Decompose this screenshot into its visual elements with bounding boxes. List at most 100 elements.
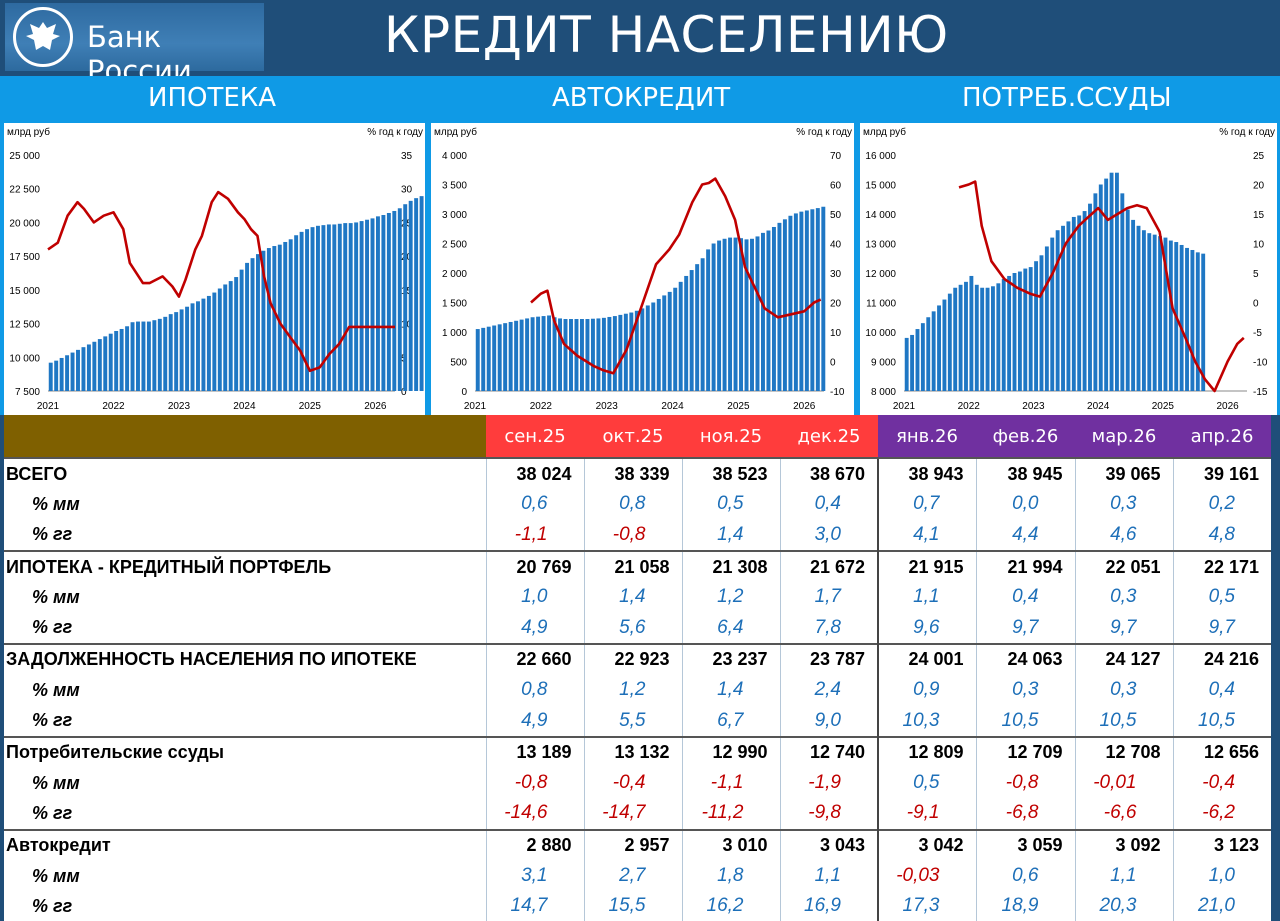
bar [662, 295, 667, 391]
left-unit-label: млрд руб [7, 126, 50, 138]
bar [536, 316, 541, 391]
bar [354, 222, 359, 391]
x-tick-label: 2026 [1216, 401, 1239, 412]
x-tick-label: 2023 [1022, 401, 1045, 412]
table-cell: 1,0 [1172, 860, 1271, 892]
bank-logo: Банк России [5, 3, 264, 88]
table-cell: -0,8 [975, 767, 1075, 799]
table-cell: 0,3 [1074, 489, 1173, 520]
table-cell: 1,4 [681, 519, 780, 551]
bar [392, 210, 397, 391]
y-tick-label: 20 000 [9, 218, 40, 229]
table-cell: 24 216 [1172, 642, 1271, 676]
table-cell: 23 787 [779, 642, 878, 676]
y-tick-label: 10 000 [865, 328, 896, 339]
bar [359, 221, 364, 391]
bar [942, 299, 947, 391]
bar [947, 293, 952, 391]
bar [519, 319, 524, 391]
table-row: % мм 0,8 1,2 1,4 2,4 0,9 0,3 0,3 0,4 [4, 675, 1271, 706]
table-row: % гг -1,1 -0,8 1,4 3,0 4,1 4,4 4,6 4,8 [4, 519, 1271, 551]
table-cell: 3 010 [681, 828, 780, 861]
bar [386, 212, 391, 391]
bar [114, 330, 119, 391]
month-header: фев.26 [976, 415, 1075, 458]
table-cell: 3 123 [1172, 828, 1271, 861]
bar [103, 336, 108, 391]
table-cell: 1,1 [877, 582, 976, 613]
table-cell: 38 670 [779, 456, 878, 490]
y2-tick-label: 60 [830, 181, 842, 192]
table-cell: -0,4 [1172, 767, 1271, 799]
bar [168, 314, 173, 391]
table-cell: 16,9 [779, 891, 878, 921]
bar [486, 326, 491, 391]
y2-tick-label: 30 [401, 185, 413, 196]
x-tick-label: 2024 [661, 401, 684, 412]
table-cell: 12 740 [779, 735, 878, 768]
row-label: % гг [32, 524, 73, 545]
x-tick-label: 2021 [893, 401, 916, 412]
x-tick-label: 2021 [37, 401, 60, 412]
x-tick-label: 2025 [1152, 401, 1175, 412]
bar [530, 317, 535, 391]
bar [245, 262, 250, 391]
table-cell: 21 058 [583, 549, 682, 583]
bar [722, 238, 727, 391]
y2-tick-label: 30 [830, 269, 842, 280]
table-cell: 12 656 [1172, 735, 1271, 768]
y-tick-label: 10 000 [9, 353, 40, 364]
row-label: % мм [32, 586, 80, 607]
bar [771, 226, 776, 391]
y-tick-label: 12 500 [9, 320, 40, 331]
row-label: % мм [32, 772, 80, 793]
bar [684, 275, 689, 391]
x-tick-label: 2022 [958, 401, 981, 412]
table-cell: -14,6 [485, 798, 584, 830]
bar [136, 321, 140, 391]
bar [294, 235, 299, 391]
table-cell: 38 945 [975, 456, 1075, 490]
table-row: ЗАДОЛЖЕННОСТЬ НАСЕЛЕНИЯ ПО ИПОТЕКЕ 22 660… [4, 642, 1271, 676]
table-cell: 24 127 [1074, 642, 1173, 676]
right-unit-label: % год к году [1219, 127, 1275, 138]
y-tick-label: 13 000 [865, 240, 896, 251]
bar [125, 326, 130, 391]
y-tick-label: 14 000 [865, 210, 896, 221]
table-cell: 20 769 [485, 549, 584, 583]
bar [332, 224, 337, 391]
bar [250, 258, 255, 391]
bar [651, 302, 656, 391]
table-cell: 12 809 [877, 735, 976, 768]
bar [119, 328, 124, 391]
table-cell: 24 063 [975, 642, 1075, 676]
table-cell: 1,1 [1074, 860, 1173, 892]
table-cell: -1,1 [681, 767, 780, 799]
table-row: % гг 14,7 15,5 16,2 16,9 17,3 18,9 20,3 21,0 [4, 891, 1271, 921]
credit-table: сен.25 окт.25 ноя.25 дек.25 янв.26 фев.26 мар.… [4, 415, 1271, 921]
bar [492, 325, 497, 391]
row-label: % гг [32, 710, 73, 731]
table-cell: -0,8 [583, 519, 682, 551]
table-cell: 0,6 [485, 489, 584, 520]
bar [1071, 216, 1076, 391]
row-label: % мм [32, 493, 80, 514]
table-cell: 16,2 [681, 891, 780, 921]
bar [196, 301, 200, 391]
row-label: % гг [32, 617, 73, 638]
y-tick-label: 9 000 [871, 358, 896, 369]
bar [1163, 237, 1168, 391]
y-tick-label: 2 000 [442, 269, 467, 280]
y2-tick-label: 0 [830, 358, 836, 369]
table-cell: 12 708 [1074, 735, 1173, 768]
bar [1082, 211, 1087, 391]
y-tick-label: 500 [450, 358, 467, 369]
table-cell: 1,1 [779, 860, 878, 892]
x-tick-label: 2022 [102, 401, 125, 412]
y2-tick-label: 5 [1253, 269, 1259, 280]
month-header: янв.26 [878, 415, 976, 458]
table-cell: -6,2 [1172, 798, 1271, 830]
row-label: Автокредит [4, 828, 486, 861]
table-cell: 9,0 [779, 705, 878, 737]
